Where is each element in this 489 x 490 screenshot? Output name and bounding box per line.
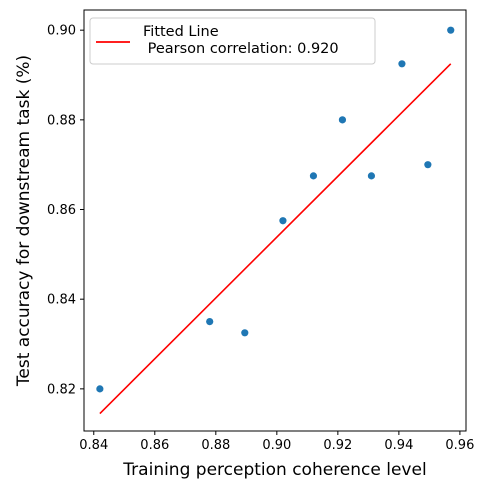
y-tick-label: 0.86 [47,203,76,218]
x-tick-label: 0.86 [140,438,169,453]
x-tick-label: 0.96 [445,438,474,453]
data-point [338,116,347,124]
legend-label-line2: Pearson correlation: 0.920 [143,41,339,57]
data-point [367,172,376,180]
data-point [398,60,406,68]
axes: 0.84 0.86 0.88 0.90 0.92 0.94 0.96 0.82 0.84 0.86… [14,9,474,480]
fitted-line [99,63,452,415]
data-point [424,161,432,169]
legend: Fitted Line Pearson correlation: 0.920 [89,17,376,65]
y-tick-label: 0.84 [47,293,76,308]
y-axis-label: Test accuracy for downstream task (%) [14,55,34,387]
x-tick-label: 0.88 [201,438,230,453]
data-point [241,329,249,337]
y-tick-label: 0.90 [47,24,76,39]
x-tick-label: 0.84 [79,438,108,453]
y-tick-label: 0.88 [47,113,76,128]
data-point [279,217,287,225]
legend-box [89,17,376,65]
data-point [309,172,318,180]
x-axis-label: Training perception coherence level [122,460,426,480]
data-point [206,318,214,326]
y-tick-label: 0.82 [47,382,76,397]
x-tick-label: 0.90 [262,438,291,453]
x-tick-label: 0.92 [323,438,352,453]
data-point [96,385,104,393]
legend-label-line1: Fitted Line [143,24,219,40]
axes-frame [83,9,467,432]
data-point [447,26,455,34]
plot-area [96,26,455,415]
x-tick-label: 0.94 [384,438,413,453]
